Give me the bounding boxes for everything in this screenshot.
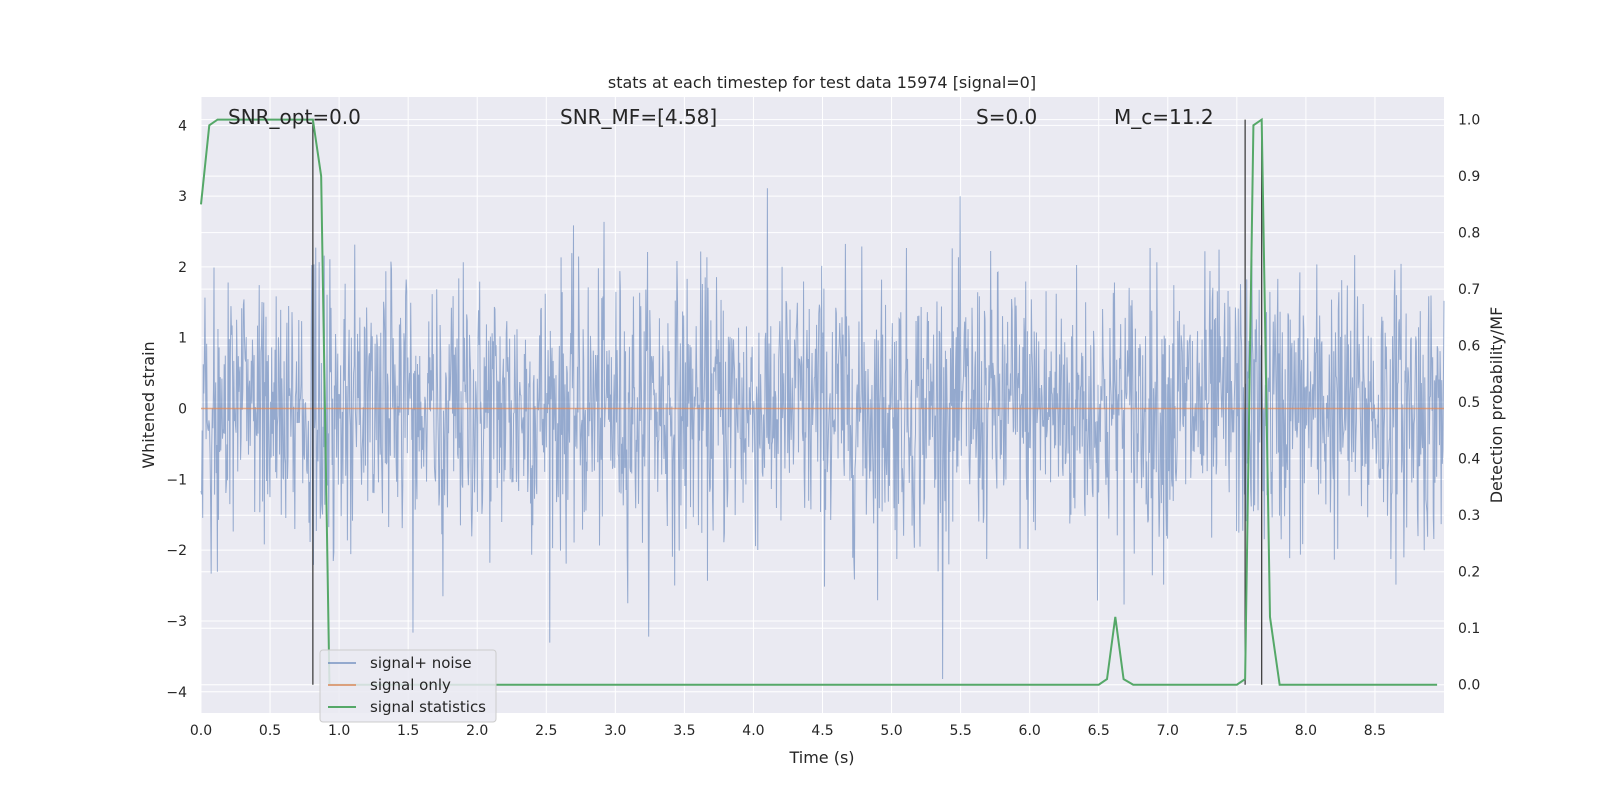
vertical-markers: [312, 119, 1263, 685]
noise-trace: [200, 188, 1445, 680]
signal-statistics-line: [200, 117, 1438, 686]
x-tick-label-4: 2.0: [466, 723, 488, 739]
x-tick-label-1: 0.5: [259, 723, 281, 739]
annotation-mc: M_c=11.2: [1114, 105, 1214, 129]
y-right-tick-label-4: 0.6: [1458, 339, 1480, 355]
y-axis-title-left: Whitened strain: [139, 341, 158, 468]
legend-box: [319, 649, 497, 723]
y-left-tick-label-2: 2: [178, 260, 187, 276]
y-right-tick-label-3: 0.7: [1458, 282, 1480, 298]
x-tick-label-0: 0.0: [190, 723, 212, 739]
y-left-tick-label-4: 0: [178, 402, 187, 418]
y-left-tick-label-5: −1: [166, 472, 187, 488]
y-right-tick-label-9: 0.1: [1458, 621, 1480, 637]
y-right-tick-label-6: 0.4: [1458, 452, 1480, 468]
y-left-tick-label-7: −3: [166, 614, 187, 630]
x-axis-title: Time (s): [788, 748, 854, 767]
y-right-tick-label-1: 0.9: [1458, 169, 1480, 185]
x-tick-label-8: 4.0: [742, 723, 764, 739]
x-tick-label-12: 6.0: [1019, 723, 1041, 739]
y-right-tick-label-10: 0.0: [1458, 678, 1480, 694]
legend: signal+ noise signal only signal statist…: [319, 649, 497, 723]
y-left-tick-label-0: 4: [178, 118, 187, 134]
legend-label-noise: signal+ noise: [370, 654, 472, 672]
y-right-tick-label-0: 1.0: [1458, 113, 1480, 129]
annotations: SNR_opt=0.0 SNR_MF=[4.58] S=0.0 M_c=11.2: [228, 105, 1214, 129]
y-left-tick-label-3: 1: [178, 331, 187, 347]
annotation-snr-opt: SNR_opt=0.0: [228, 105, 361, 129]
x-tick-label-5: 2.5: [535, 723, 557, 739]
y-left-tick-label-8: −4: [166, 685, 187, 701]
x-tick-label-14: 7.0: [1157, 723, 1179, 739]
annotation-s: S=0.0: [976, 105, 1037, 129]
x-tick-label-13: 6.5: [1088, 723, 1110, 739]
y-right-tick-label-8: 0.2: [1458, 565, 1480, 581]
tick-labels: 0.0 0.5 1.0 1.5 2.0 2.5 3.0 3.5 4.0 4.5 5.0 5.5 6.0 6…: [166, 113, 1480, 739]
x-tick-label-17: 8.5: [1364, 723, 1386, 739]
x-tick-label-16: 8.0: [1295, 723, 1317, 739]
y-left-tick-label-6: −2: [166, 543, 187, 559]
x-tick-label-15: 7.5: [1226, 723, 1248, 739]
x-tick-label-2: 1.0: [328, 723, 350, 739]
legend-label-stat: signal statistics: [370, 698, 486, 716]
y-right-tick-label-5: 0.5: [1458, 395, 1480, 411]
chart-title: stats at each timestep for test data 159…: [608, 73, 1036, 92]
y-right-tick-label-2: 0.8: [1458, 226, 1480, 242]
x-tick-label-6: 3.0: [604, 723, 626, 739]
y-right-tick-label-7: 0.3: [1458, 508, 1480, 524]
y-axis-title-right: Detection probability/MF: [1487, 307, 1506, 504]
x-tick-label-11: 5.5: [949, 723, 971, 739]
noise-series: [200, 188, 1445, 680]
x-tick-label-9: 4.5: [811, 723, 833, 739]
legend-label-signal: signal only: [370, 676, 451, 694]
annotation-snr-mf: SNR_MF=[4.58]: [560, 105, 717, 129]
signal-statistics-series: [200, 117, 1438, 686]
x-tick-label-10: 5.0: [880, 723, 902, 739]
x-tick-label-3: 1.5: [397, 723, 419, 739]
x-tick-label-7: 3.5: [673, 723, 695, 739]
y-left-tick-label-1: 3: [178, 189, 187, 205]
